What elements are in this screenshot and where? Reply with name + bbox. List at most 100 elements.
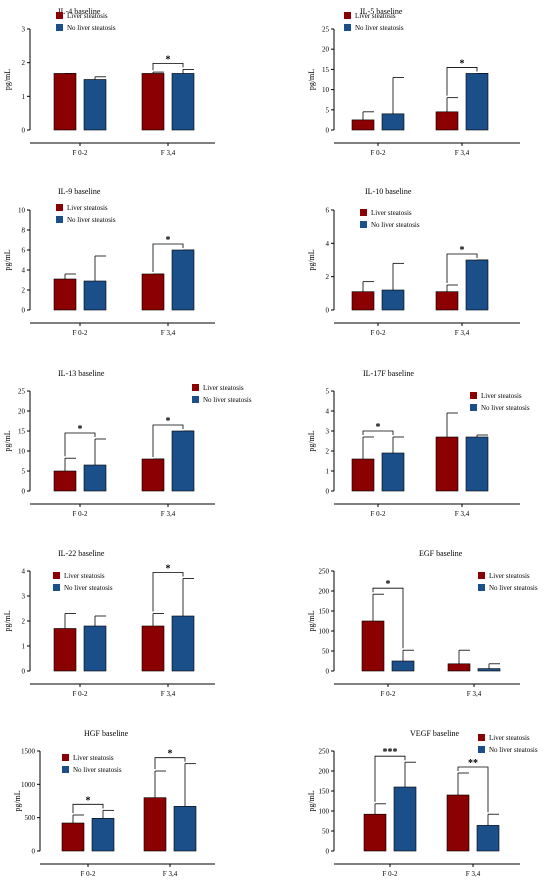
chart-panel-5: IL-13 baseline 0 5 10 15 20 25 pg/mL F 0-2 F 3,4 *…	[3, 369, 252, 518]
bar	[351, 291, 375, 311]
significance-marker: *	[460, 245, 465, 256]
x-tick-label: F 0-2	[81, 870, 96, 878]
legend-label: Liver steatosis	[481, 392, 522, 400]
x-tick-label: F 0-2	[371, 510, 386, 518]
bar	[477, 668, 501, 672]
bar	[83, 79, 107, 131]
significance-bracket	[457, 766, 489, 813]
bar	[351, 458, 375, 492]
chart-panel-9: HGF baseline 0 500 1000 1500 pg/mL F 0-2 F 3,4 *…	[13, 729, 215, 878]
y-tick-label: 0	[326, 127, 330, 135]
legend-label: No liver steatosis	[203, 396, 252, 404]
chart-title: IL-5 baseline	[360, 7, 403, 16]
significance-marker: *	[166, 235, 171, 246]
y-tick-label: 0	[22, 488, 26, 496]
legend-swatch	[192, 396, 199, 403]
significance-bracket	[152, 572, 184, 612]
legend-swatch	[53, 572, 60, 579]
y-tick-label: 1000	[21, 781, 36, 789]
legend-swatch	[478, 572, 485, 579]
bar	[435, 436, 459, 492]
y-tick-label: 0	[326, 668, 330, 676]
bar	[171, 73, 195, 131]
bar	[465, 436, 489, 492]
y-tick-label: 1500	[21, 748, 36, 756]
significance-marker: ***	[383, 747, 398, 758]
legend-label: No liver steatosis	[489, 746, 538, 754]
y-tick-label: 4	[326, 408, 330, 416]
y-axis-label: pg/mL	[307, 69, 316, 90]
chart-title: IL-17F baseline	[363, 369, 414, 378]
y-tick-label: 5	[326, 388, 330, 396]
legend-label: No liver steatosis	[64, 584, 113, 592]
y-tick-label: 2	[22, 618, 26, 626]
bar	[141, 73, 165, 131]
bar	[143, 797, 167, 852]
significance-bracket	[64, 432, 96, 457]
legend-label: Liver steatosis	[489, 734, 530, 742]
significance-marker: **	[468, 758, 478, 769]
chart-panel-6: IL-17F baseline 0 1 2 3 4 5 pg/mL F 0-2 F 3,4 * Liv…	[307, 369, 530, 518]
legend-swatch	[53, 584, 60, 591]
y-axis-label: pg/mL	[13, 790, 22, 811]
chart-title: IL-9 baseline	[58, 187, 101, 196]
y-axis-label: pg/mL	[3, 610, 12, 631]
legend-swatch	[360, 221, 367, 228]
y-tick-label: 6	[22, 247, 26, 255]
bar	[361, 620, 385, 672]
y-tick-label: 10	[18, 207, 26, 215]
significance-bracket	[374, 755, 406, 802]
x-tick-label: F 0-2	[383, 870, 398, 878]
bar	[83, 464, 107, 492]
bar	[447, 663, 471, 672]
chart-panel-10: VEGF baseline 0 50 100 150 200 250 pg/mL F 0-2 F …	[307, 729, 538, 878]
bar	[91, 818, 115, 852]
y-tick-label: 25	[18, 388, 26, 396]
y-tick-label: 4	[22, 267, 26, 275]
bar	[446, 794, 470, 852]
chart-panel-2: IL-5 baseline 0 5 10 15 20 25 pg/mL F 0-2 F 3,4 * L…	[307, 7, 520, 157]
legend-label: Liver steatosis	[64, 572, 105, 580]
chart-title: HGF baseline	[84, 729, 129, 738]
y-tick-label: 0	[326, 307, 330, 315]
y-axis-label: pg/mL	[307, 430, 316, 451]
y-tick-label: 5	[326, 106, 330, 114]
chart-panel-1: IL-4 baseline 0 1 2 3 pg/mL F 0-2 F 3,4 * Liver s…	[3, 7, 215, 157]
y-tick-label: 3	[22, 593, 26, 601]
y-tick-label: 4	[326, 240, 330, 248]
chart-title: VEGF baseline	[410, 729, 460, 738]
y-tick-label: 6	[326, 207, 330, 215]
bar	[61, 822, 85, 852]
legend-swatch	[478, 734, 485, 741]
y-tick-label: 1	[22, 93, 26, 101]
legend-swatch	[344, 24, 351, 31]
y-tick-label: 100	[319, 808, 330, 816]
legend-swatch	[56, 216, 63, 223]
y-tick-label: 3	[22, 26, 26, 34]
y-tick-label: 1	[326, 468, 330, 476]
x-tick-label: F 3,4	[455, 149, 470, 157]
bar	[83, 280, 107, 311]
bar	[141, 273, 165, 311]
legend-label: Liver steatosis	[203, 384, 244, 392]
y-tick-label: 150	[319, 608, 330, 616]
chart-title: EGF baseline	[419, 549, 463, 558]
significance-marker: *	[166, 416, 171, 427]
y-tick-label: 0	[22, 307, 26, 315]
y-tick-label: 0	[32, 848, 36, 856]
y-tick-label: 10	[322, 86, 330, 94]
y-tick-label: 50	[322, 648, 330, 656]
bar	[435, 291, 459, 311]
legend-label: No liver steatosis	[67, 216, 116, 224]
bar	[171, 615, 195, 672]
x-tick-label: F 0-2	[381, 690, 396, 698]
y-tick-label: 2	[22, 59, 26, 67]
significance-marker: *	[386, 579, 391, 590]
y-tick-label: 200	[319, 768, 330, 776]
bar	[171, 249, 195, 311]
x-tick-label: F 3,4	[467, 690, 482, 698]
x-tick-label: F 3,4	[161, 510, 176, 518]
bar	[381, 452, 405, 492]
x-tick-label: F 3,4	[466, 870, 481, 878]
y-tick-label: 100	[319, 628, 330, 636]
